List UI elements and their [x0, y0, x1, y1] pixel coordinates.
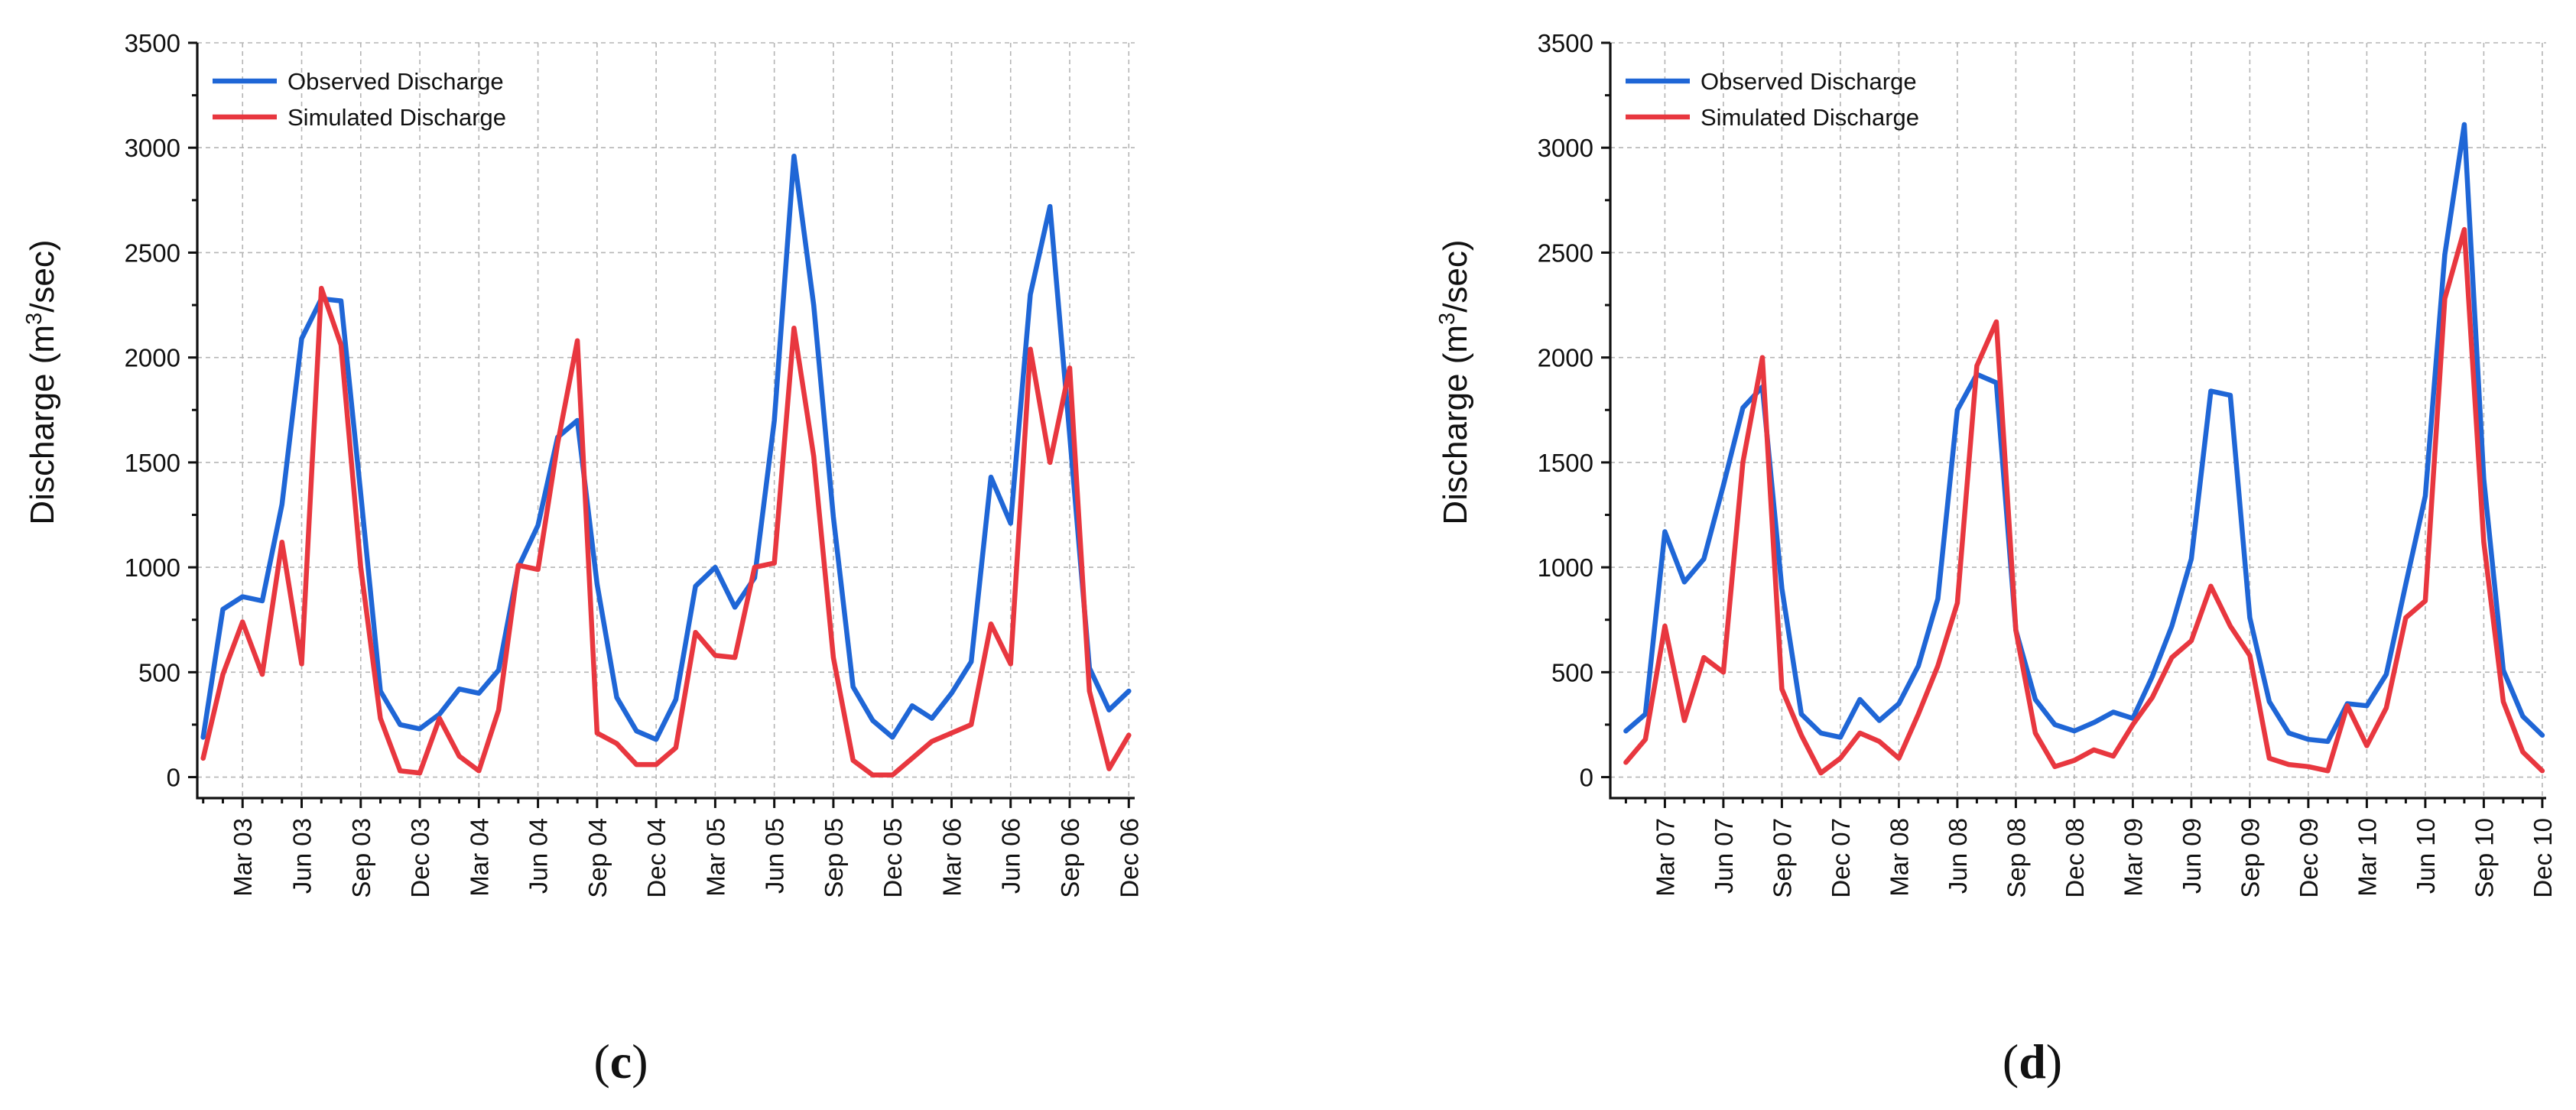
observed-discharge-line	[1623, 122, 2545, 745]
axis-lines	[1609, 43, 2546, 800]
y-tick-label: 1000	[1538, 553, 1593, 582]
y-tick-label: 3000	[125, 134, 180, 162]
x-tick-label: Jun 10	[2412, 818, 2440, 894]
x-tick-label: Mar 05	[701, 818, 729, 897]
x-tick-label: Sep 03	[347, 818, 375, 898]
chart-c-y-axis-label: Discharge (m3/sec)	[22, 239, 61, 524]
x-tick-label: Sep 06	[1056, 818, 1084, 898]
x-tick-label: Sep 04	[583, 818, 612, 898]
x-tick-label: Jun 09	[2178, 818, 2206, 894]
x-tick-label: Dec 09	[2295, 818, 2323, 898]
x-tick-label: Dec 05	[879, 818, 907, 898]
y-tick-label: 500	[1551, 658, 1593, 686]
x-tick-label: Sep 07	[1768, 818, 1796, 898]
x-tick-label: Jun 03	[288, 818, 317, 894]
x-tick-label: Dec 03	[406, 818, 434, 898]
y-tick-label: 500	[138, 658, 180, 686]
chart-c-x-ticks: Mar 03 Jun 03 Sep 03 Dec 03 Mar 04 Jun 04 Sep …	[202, 798, 1143, 898]
x-tick-label: Sep 09	[2236, 818, 2264, 898]
legend-label-observed: Observed Discharge	[1701, 68, 1917, 95]
chart-d-series	[1623, 122, 2545, 776]
x-tick-label: Sep 10	[2470, 818, 2498, 898]
simulated-discharge-line	[1623, 227, 2545, 776]
x-tick-label: Dec 06	[1115, 818, 1143, 898]
chart-d-panel-label: (d)	[2003, 1034, 2062, 1089]
chart-d-y-ticks: 0 500 1000 1500 2000 2500 3000 3500	[1538, 29, 1610, 792]
y-tick-label: 1500	[125, 449, 180, 477]
simulated-discharge-line	[200, 285, 1132, 778]
x-tick-label: Dec 08	[2061, 818, 2089, 898]
x-tick-label: Mar 07	[1651, 818, 1679, 897]
x-tick-label: Mar 06	[937, 818, 966, 897]
legend-label-simulated: Simulated Discharge	[287, 104, 506, 131]
chart-c-legend: Observed Discharge Simulated Discharge	[213, 68, 506, 131]
x-tick-label: Dec 07	[1827, 818, 1855, 898]
chart-d-y-axis-label: Discharge (m3/sec)	[1435, 239, 1474, 524]
y-tick-label: 2000	[125, 344, 180, 372]
chart-panel-d: 0 500 1000 1500 2000 2500 3000 3500 Mar 07 Jun 0…	[1435, 29, 2557, 1089]
x-tick-label: Dec 04	[642, 818, 671, 898]
y-tick-label: 1500	[1538, 449, 1593, 477]
y-tick-label: 2500	[125, 239, 180, 267]
y-tick-label: 2500	[1538, 239, 1593, 267]
legend-label-simulated: Simulated Discharge	[1701, 104, 1919, 131]
chart-c-series	[200, 153, 1132, 778]
y-tick-label: 3000	[1538, 134, 1593, 162]
x-tick-label: Dec 10	[2529, 818, 2557, 898]
x-tick-label: Mar 04	[465, 818, 493, 897]
chart-d-legend: Observed Discharge Simulated Discharge	[1626, 68, 1919, 131]
chart-d-x-ticks: Mar 07 Jun 07 Sep 07 Dec 07 Mar 08 Jun 08 Sep …	[1624, 798, 2557, 898]
y-tick-label: 0	[167, 764, 180, 792]
x-tick-label: Jun 04	[525, 818, 553, 894]
chart-c-gridlines	[197, 42, 1135, 798]
axis-lines	[196, 43, 1135, 800]
chart-c-panel-label: (c)	[593, 1034, 648, 1089]
x-tick-label: Mar 08	[1885, 818, 1913, 897]
chart-panel-c: 0 500 1000 1500 2000 2500 3000 3500 Mar 03 Jun 0…	[22, 29, 1143, 1089]
chart-c-y-ticks: 0 500 1000 1500 2000 2500 3000 3500	[125, 29, 197, 792]
x-tick-label: Mar 03	[229, 818, 257, 897]
x-tick-label: Mar 09	[2119, 818, 2147, 897]
x-tick-label: Jun 06	[997, 818, 1025, 894]
y-tick-label: 2000	[1538, 344, 1593, 372]
x-tick-label: Jun 05	[761, 818, 789, 894]
y-tick-label: 3500	[1538, 29, 1593, 57]
y-tick-label: 3500	[125, 29, 180, 57]
chart-d-axes	[1609, 43, 2546, 800]
chart-c-axes	[196, 43, 1135, 800]
y-tick-label: 1000	[125, 553, 180, 582]
x-tick-label: Sep 08	[2002, 818, 2030, 898]
observed-discharge-line	[200, 153, 1132, 742]
y-tick-label: 0	[1580, 764, 1593, 792]
x-tick-label: Jun 07	[1710, 818, 1738, 894]
x-tick-label: Jun 08	[1944, 818, 1972, 894]
x-tick-label: Mar 10	[2353, 818, 2381, 897]
legend-label-observed: Observed Discharge	[287, 68, 504, 95]
x-tick-label: Sep 05	[820, 818, 848, 898]
